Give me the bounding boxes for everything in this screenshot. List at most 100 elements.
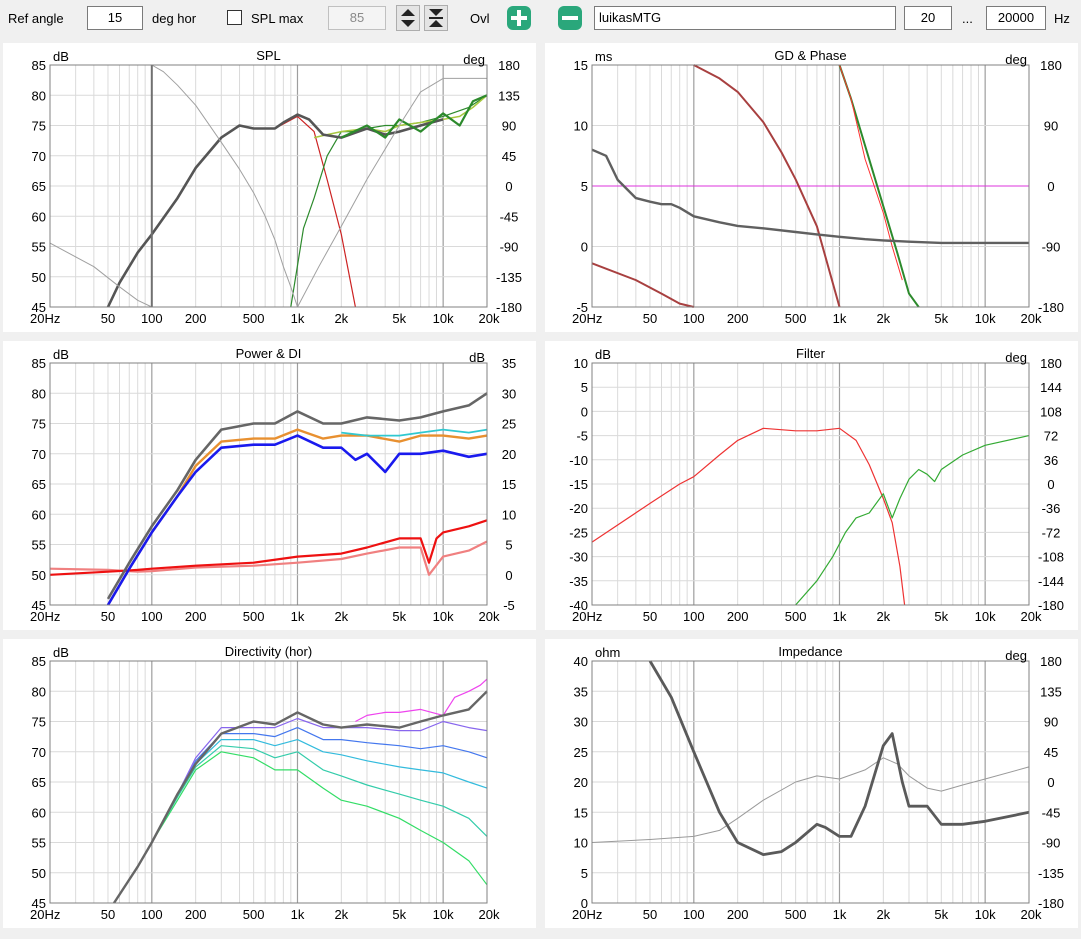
left-tick-label: 80 [32, 88, 46, 103]
x-tick-label: 20k [1021, 609, 1042, 624]
up-down-arrows-button[interactable] [396, 5, 420, 31]
left-tick-label: 80 [32, 684, 46, 699]
left-tick-label: 45 [32, 300, 46, 315]
right-tick-label: 144 [1040, 380, 1062, 395]
x-tick-label: 20Hz [30, 907, 60, 922]
right-tick-label: 15 [502, 477, 516, 492]
left-tick-label: -10 [569, 453, 588, 468]
x-tick-label: 500 [243, 907, 265, 922]
right-tick-label: -90 [500, 240, 519, 255]
right-tick-label: 135 [498, 88, 520, 103]
filter-chart-panel[interactable]: Filter dB deg -40 -35 -30 -25 -20 -15 -10 -5 0 5 10 -1… [545, 341, 1078, 630]
collapse-arrows-icon [429, 9, 443, 27]
right-tick-label: -90 [1042, 240, 1061, 255]
plot-border [591, 660, 1030, 904]
x-tick-label: 50 [643, 609, 657, 624]
chart-title: GD & Phase [774, 48, 846, 63]
left-tick-label: 70 [32, 447, 46, 462]
collapse-arrows-button[interactable] [424, 5, 448, 31]
x-tick-label: 100 [141, 609, 163, 624]
freq-max-input[interactable]: 20000 [986, 6, 1046, 30]
spl-chart-panel[interactable]: SPL dB deg 45 50 55 60 65 70 75 80 85 -180 -135 -90 -45… [3, 43, 536, 332]
series-group [49, 392, 488, 606]
right-tick-label: 135 [1040, 684, 1062, 699]
left-tick-label: 50 [32, 270, 46, 285]
right-tick-label: 108 [1040, 404, 1062, 419]
toolbar: Ref angle 15 deg hor SPL max 85 Ovl luik… [0, 0, 1081, 38]
left-tick-label: -20 [569, 501, 588, 516]
x-tick-label: 10k [433, 311, 454, 326]
left-tick-label: -30 [569, 550, 588, 565]
right-tick-label: -5 [503, 598, 515, 613]
x-tick-label: 10k [433, 907, 454, 922]
plot-border [591, 64, 1030, 308]
left-tick-label: 55 [32, 240, 46, 255]
left-tick-label: 20 [574, 775, 588, 790]
series-group [591, 427, 1030, 606]
x-tick-label: 50 [643, 311, 657, 326]
series-line-1 [49, 540, 488, 576]
x-tick-label: 20k [479, 609, 500, 624]
x-tick-label: 5k [934, 907, 948, 922]
imp-chart-svg: Impedance ohm deg 0 5 10 15 20 25 30 35 40 -180 -135 -… [572, 644, 1064, 922]
add-overlay-button[interactable] [507, 6, 531, 30]
left-unit-label: dB [595, 347, 611, 362]
overlay-name-input[interactable]: luikasMTG [594, 6, 896, 30]
left-tick-label: -25 [569, 525, 588, 540]
series-line-5 [839, 64, 903, 281]
right-tick-label: 72 [1044, 429, 1058, 444]
x-tick-label: 200 [727, 907, 749, 922]
plot-border [49, 660, 488, 904]
spl-max-checkbox[interactable] [227, 10, 242, 25]
right-tick-label: 45 [1044, 745, 1058, 760]
impedance-chart-panel[interactable]: Impedance ohm deg 0 5 10 15 20 25 30 35 40 -180 -135 -… [545, 639, 1078, 928]
right-tick-label: 35 [502, 356, 516, 371]
right-tick-label: 0 [1047, 775, 1054, 790]
x-tick-label: 5k [934, 311, 948, 326]
left-tick-label: 65 [32, 775, 46, 790]
x-tick-label: 50 [101, 311, 115, 326]
series-line-2 [49, 519, 488, 576]
power-di-chart-panel[interactable]: Power & DI dB dB 45 50 55 60 65 70 75 80 85 -5 0 5 10 15… [3, 341, 536, 630]
gd-phase-chart-panel[interactable]: GD & Phase ms deg -5 0 5 10 15 -180 -90 0 90 180 20Hz… [545, 43, 1078, 332]
left-tick-label: 15 [574, 58, 588, 73]
left-tick-label: 60 [32, 805, 46, 820]
ref-angle-input[interactable]: 15 [87, 6, 143, 30]
left-unit-label: dB [53, 645, 69, 660]
axis-labels: Directivity (hor) dB 45 50 55 60 65 70 75 80 85 20H… [30, 644, 500, 922]
grid [50, 362, 487, 606]
freq-unit-label: Hz [1054, 11, 1070, 26]
series-line-1 [113, 751, 488, 904]
left-tick-label: 35 [574, 684, 588, 699]
x-tick-label: 2k [334, 311, 348, 326]
directivity-chart-panel[interactable]: Directivity (hor) dB 45 50 55 60 65 70 75 80 85 20H… [3, 639, 536, 928]
left-tick-label: 80 [32, 386, 46, 401]
x-tick-label: 1k [833, 907, 847, 922]
axis-labels: GD & Phase ms deg -5 0 5 10 15 -180 -90 0 90 180 20Hz… [572, 48, 1064, 326]
series-group [591, 660, 1030, 857]
x-tick-label: 20Hz [572, 311, 602, 326]
remove-overlay-button[interactable] [558, 6, 582, 30]
range-separator: ... [962, 11, 973, 26]
series-line-6 [355, 678, 488, 723]
x-tick-label: 500 [785, 311, 807, 326]
series-line-1 [591, 757, 1030, 843]
x-tick-label: 500 [785, 907, 807, 922]
right-tick-label: -180 [1038, 598, 1064, 613]
freq-min-input[interactable]: 20 [904, 6, 952, 30]
x-tick-label: 200 [727, 609, 749, 624]
left-tick-label: 70 [32, 745, 46, 760]
right-tick-label: -108 [1038, 550, 1064, 565]
x-tick-label: 20Hz [30, 609, 60, 624]
series-line-5 [340, 94, 488, 139]
left-tick-label: 10 [574, 119, 588, 134]
left-unit-label: dB [53, 347, 69, 362]
spl-max-input[interactable]: 85 [328, 6, 386, 30]
x-tick-label: 100 [683, 609, 705, 624]
left-tick-label: 60 [32, 209, 46, 224]
chart-title: Impedance [778, 644, 842, 659]
x-tick-label: 20Hz [572, 609, 602, 624]
axis-labels: Power & DI dB dB 45 50 55 60 65 70 75 80 85 -5 0 5 10 15… [30, 346, 516, 624]
left-tick-label: 25 [574, 745, 588, 760]
right-tick-label: 180 [1040, 58, 1062, 73]
